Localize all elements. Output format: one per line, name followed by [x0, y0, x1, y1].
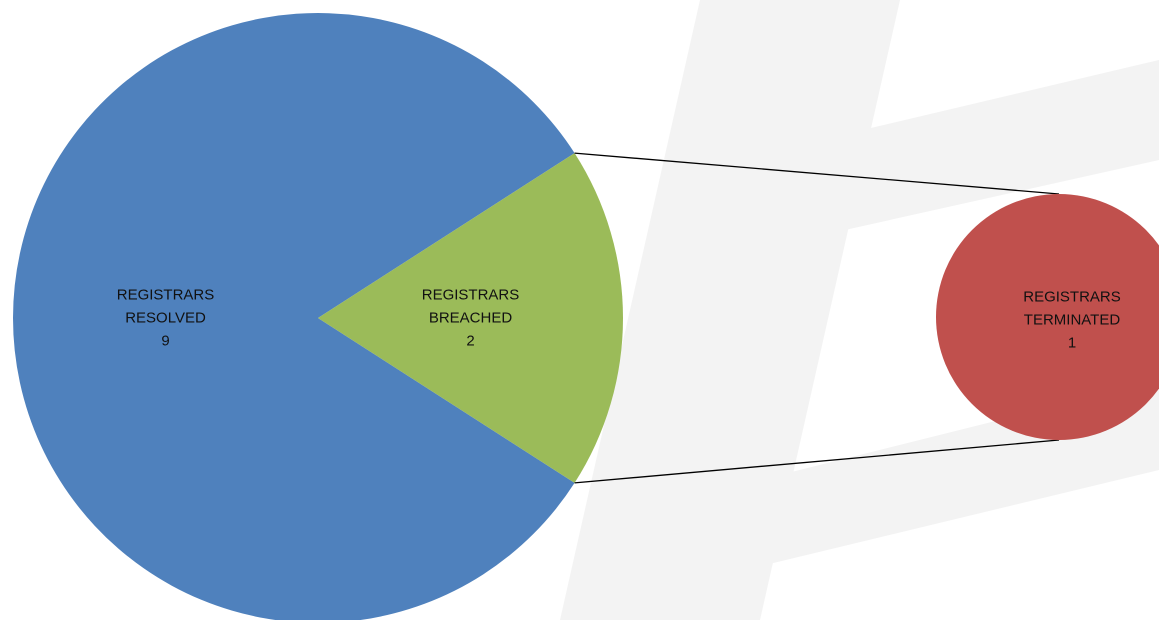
watermark [560, 0, 1159, 620]
pie-slice [936, 194, 1159, 440]
connector-line [574, 152, 1060, 195]
data-label: REGISTRARS BREACHED 2 [406, 284, 536, 353]
label-text: REGISTRARS RESOLVED [116, 286, 215, 327]
label-text: REGISTRARS BREACHED [421, 286, 520, 327]
label-text: 1 [1067, 334, 1077, 352]
data-label: REGISTRARS RESOLVED 9 [101, 284, 231, 353]
pie-slice [318, 153, 624, 483]
label-text: 2 [466, 332, 475, 350]
label-text: 9 [161, 332, 170, 350]
connector-line [574, 439, 1060, 484]
label-text: REGISTRARS TERMINATED [1023, 288, 1121, 329]
data-label: REGISTRARS TERMINATED 1 [1007, 286, 1137, 355]
pie-slice [12, 13, 575, 620]
